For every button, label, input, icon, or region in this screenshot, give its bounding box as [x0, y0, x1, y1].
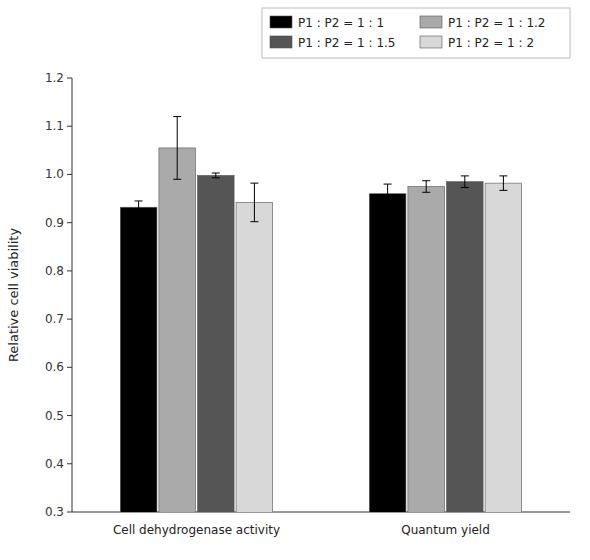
y-tick-label: 0.8 — [45, 264, 64, 278]
chart: 0.3 0.4 0.5 0.6 0.7 0.8 0.9 1.0 1.1 1.2 Relative c… — [0, 0, 590, 560]
error-bar — [173, 117, 181, 180]
y-tick — [67, 463, 72, 464]
error-bar — [250, 183, 258, 222]
legend-frame — [262, 8, 570, 58]
legend-swatch — [270, 36, 292, 48]
bar — [120, 207, 157, 512]
legend-swatch — [420, 16, 442, 28]
bar — [159, 148, 196, 512]
y-tick-label: 0.5 — [45, 409, 64, 423]
y-tick — [67, 367, 72, 368]
y-tick — [67, 174, 72, 175]
y-axis: 0.3 0.4 0.5 0.6 0.7 0.8 0.9 1.0 1.1 1.2 — [45, 71, 72, 519]
legend-label: P1 : P2 = 1 : 2 — [448, 36, 534, 50]
y-tick — [67, 78, 72, 79]
x-tick-label: Cell dehydrogenase activity — [113, 523, 280, 537]
error-bar — [384, 184, 392, 203]
bar — [369, 194, 406, 512]
error-bar — [499, 176, 507, 190]
bar — [198, 175, 235, 512]
error-bar — [422, 181, 430, 193]
legend-swatch — [270, 16, 292, 28]
x-tick-label: Quantum yield — [401, 523, 490, 537]
y-tick-label: 0.7 — [45, 312, 64, 326]
y-tick — [67, 319, 72, 320]
y-tick-label: 0.4 — [45, 457, 64, 471]
legend-label: P1 : P2 = 1 : 1 — [298, 16, 384, 30]
y-tick-label: 1.1 — [45, 119, 64, 133]
bars — [120, 117, 521, 512]
bar — [408, 187, 445, 513]
legend: P1 : P2 = 1 : 1 P1 : P2 = 1 : 1.2 P1 : P2 … — [262, 8, 570, 58]
bar — [447, 182, 484, 512]
y-axis-label: Relative cell viability — [6, 228, 21, 363]
y-tick-label: 0.6 — [45, 360, 64, 374]
y-tick — [67, 512, 72, 513]
legend-label: P1 : P2 = 1 : 1.2 — [448, 16, 546, 30]
legend-swatch — [420, 36, 442, 48]
error-bar — [212, 173, 220, 178]
y-axis-line — [72, 78, 73, 512]
y-tick-label: 0.3 — [45, 505, 64, 519]
y-tick — [67, 415, 72, 416]
legend-label: P1 : P2 = 1 : 1.5 — [298, 36, 396, 50]
y-tick-label: 0.9 — [45, 216, 64, 230]
y-tick — [67, 222, 72, 223]
bar — [485, 183, 522, 512]
y-tick-label: 1.2 — [45, 71, 64, 85]
error-bar — [135, 201, 143, 214]
y-tick — [67, 126, 72, 127]
bar — [236, 202, 273, 512]
error-bar — [461, 176, 469, 188]
y-tick — [67, 270, 72, 271]
y-tick-label: 1.0 — [45, 167, 64, 181]
